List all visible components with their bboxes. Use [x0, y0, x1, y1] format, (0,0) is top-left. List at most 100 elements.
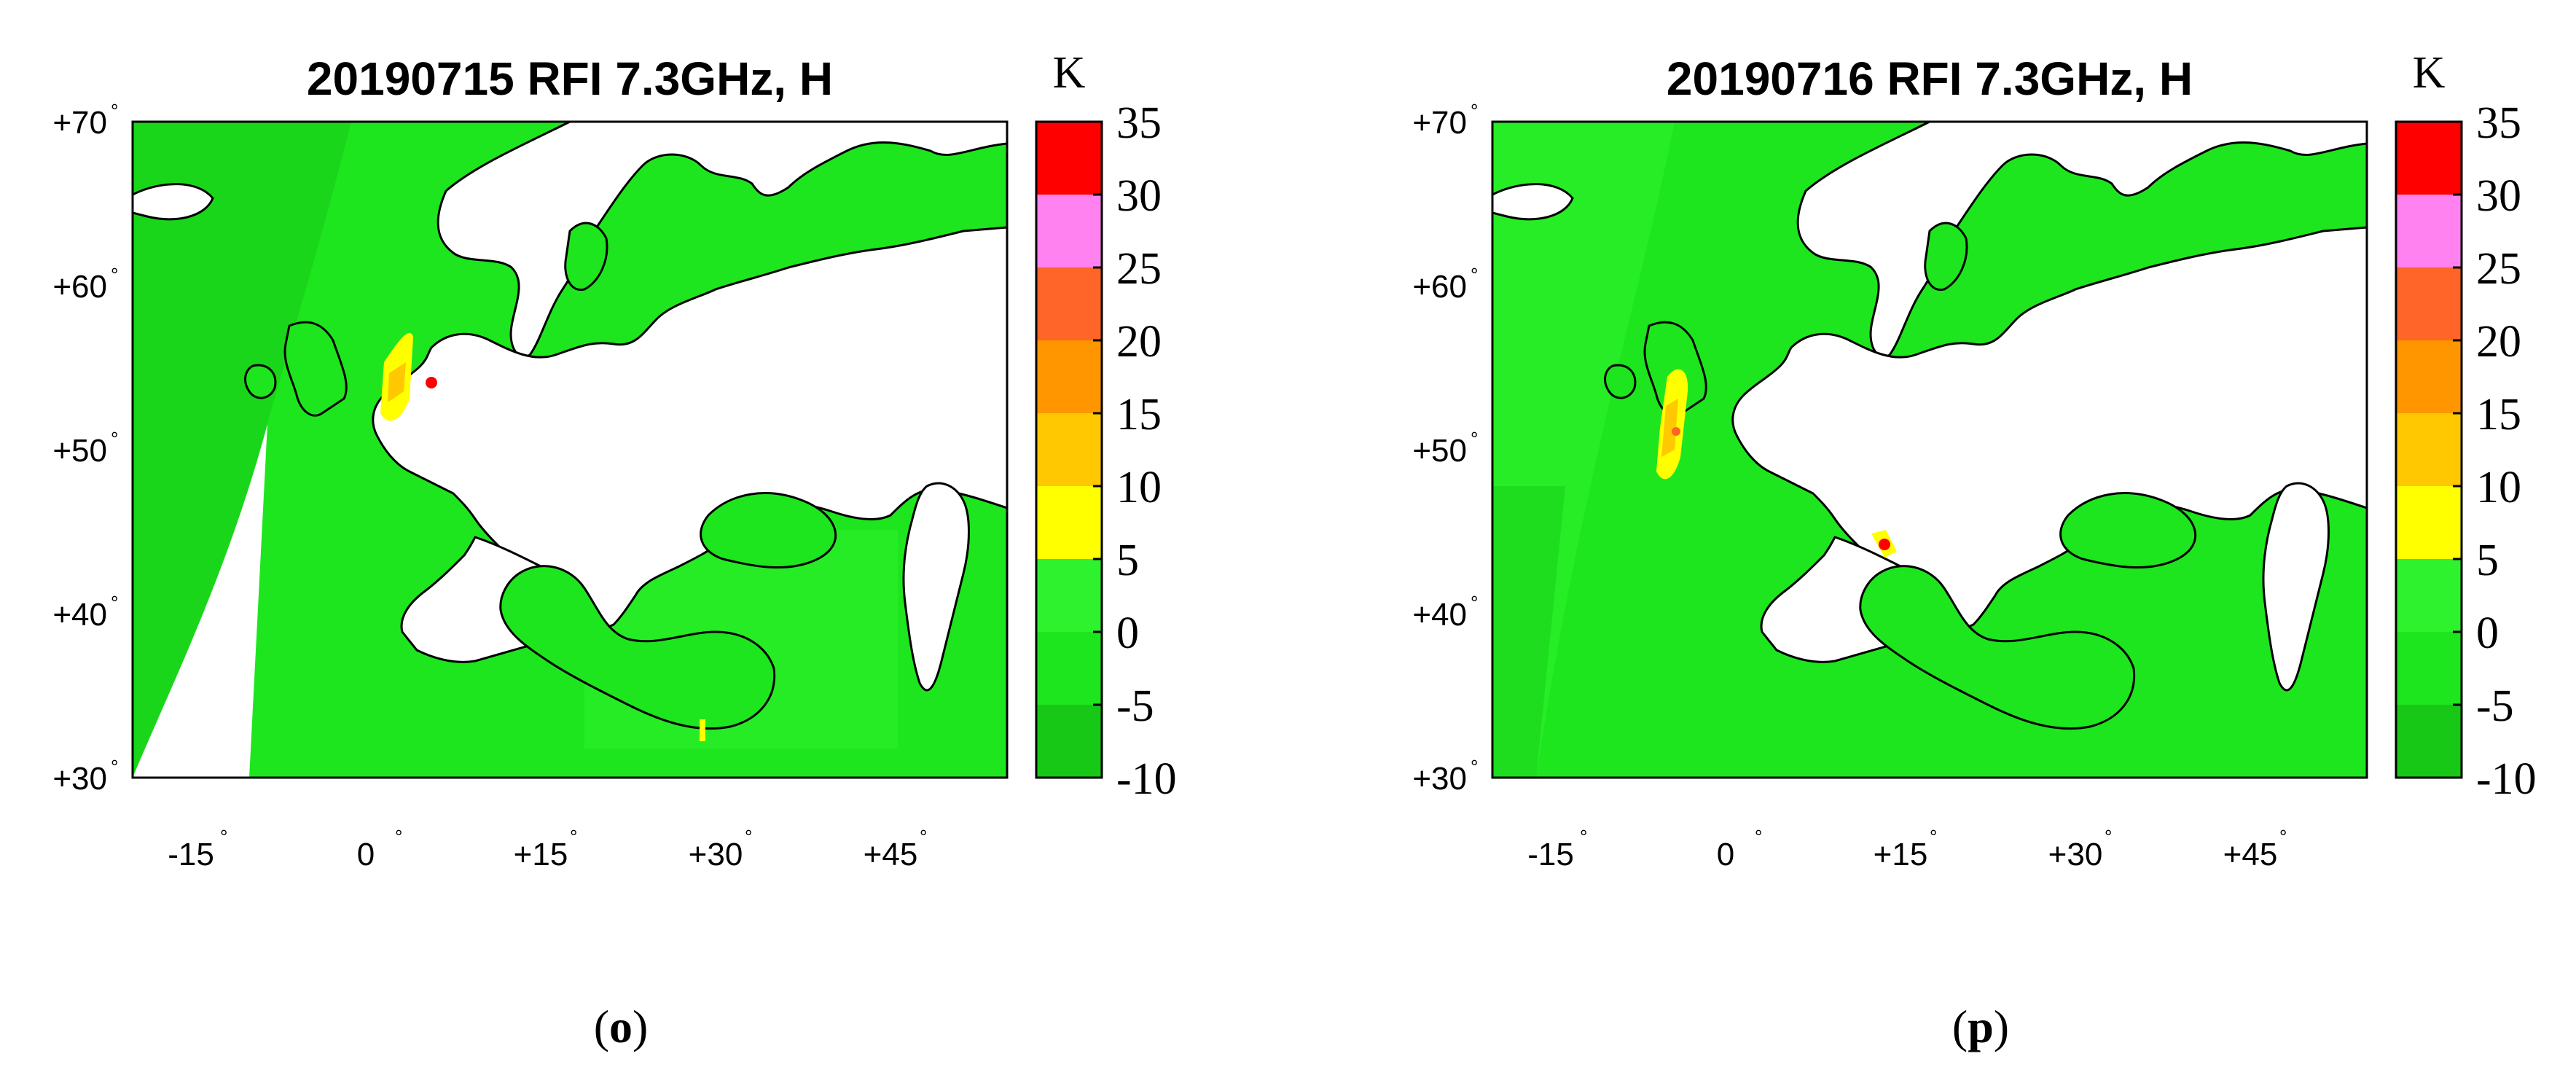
lon-tick-label: +30 — [2048, 837, 2103, 872]
colorbar-tick-label: -5 — [2476, 681, 2514, 731]
colorbar-unit: K — [2413, 48, 2446, 98]
colorbar-band — [2396, 705, 2462, 778]
colorbar-tick-label: 25 — [2476, 244, 2521, 294]
colorbar-band — [2396, 632, 2462, 705]
map-frame — [1491, 120, 2368, 779]
degree-symbol: ° — [111, 428, 118, 450]
lon-tick-label: +45 — [2223, 837, 2278, 872]
degree-symbol: ° — [1471, 592, 1478, 614]
colorbar-tick-label: 10 — [2476, 463, 2521, 512]
colorbar-frame — [2395, 120, 2463, 779]
degree-symbol: ° — [1755, 826, 1762, 848]
panel-title: 20190716 RFI 7.3GHz, H — [1667, 52, 2193, 105]
degree-symbol: ° — [111, 756, 118, 778]
colorbar-tick-label: 30 — [2476, 171, 2521, 221]
lon-tick-label: -15 — [168, 837, 214, 872]
colorbar-band — [1036, 340, 1102, 413]
degree-symbol: ° — [220, 826, 227, 848]
degree-symbol: ° — [745, 826, 752, 848]
colorbar-band — [1036, 486, 1102, 559]
colorbar-tick-label: 25 — [1116, 244, 1162, 294]
colorbar-unit: K — [1053, 48, 1086, 98]
degree-symbol: ° — [1930, 826, 1937, 848]
degree-symbol: ° — [1471, 756, 1478, 778]
degree-symbol: ° — [1471, 264, 1478, 286]
colorbar-band — [1036, 267, 1102, 340]
lat-tick-label: +60 — [1412, 269, 1467, 305]
degree-symbol: ° — [111, 100, 118, 122]
colorbar-tick-label: 30 — [1116, 171, 1162, 221]
colorbar-band — [2396, 486, 2462, 559]
iceland — [1491, 183, 1574, 221]
colorbar-band — [1036, 632, 1102, 705]
colorbar-tick-label: 10 — [1116, 463, 1162, 512]
colorbar-tick-label: 15 — [1116, 390, 1162, 439]
lat-tick-label: +50 — [1412, 433, 1467, 469]
colorbar-tick-label: -10 — [2476, 754, 2537, 804]
colorbar-tick-label: 0 — [1116, 609, 1139, 658]
degree-symbol: ° — [1580, 826, 1587, 848]
degree-symbol: ° — [111, 264, 118, 286]
hotspot-adriatic — [1871, 530, 1897, 558]
lon-tick-label: 0 — [1717, 837, 1734, 872]
colorbar-band — [2396, 122, 2462, 195]
degree-symbol: ° — [570, 826, 577, 848]
panel-o — [131, 120, 1009, 779]
colorbar-tick-label: 0 — [2476, 609, 2499, 658]
black-sea — [2059, 492, 2197, 569]
colorbar-band — [2396, 559, 2462, 632]
ocean-shade — [1492, 122, 1675, 778]
panel-caption: (o) — [594, 1001, 649, 1052]
panel-caption: (p) — [1952, 1001, 2009, 1052]
lat-tick-label: +30 — [52, 761, 107, 797]
colorbar-tick-label: 5 — [2476, 536, 2499, 585]
lat-tick-label: +70 — [1412, 105, 1467, 141]
british-isles — [244, 321, 348, 417]
panel-p — [1491, 120, 2368, 779]
colorbar-band — [1036, 195, 1102, 267]
map-frame — [131, 120, 1009, 779]
lon-tick-label: 0 — [357, 837, 375, 872]
colorbar-band — [1036, 413, 1102, 486]
lat-tick-label: +40 — [1412, 597, 1467, 633]
ocean-shade — [133, 122, 351, 778]
baltic — [564, 222, 608, 292]
colorbar-tick-label: 20 — [2476, 317, 2521, 367]
colorbar-band — [2396, 267, 2462, 340]
lon-tick-label: +15 — [514, 837, 568, 872]
colorbar-tick-label: -10 — [1116, 754, 1177, 804]
hotspot-channel — [1656, 369, 1688, 480]
colorbar-band — [2396, 340, 2462, 413]
degree-symbol: ° — [1471, 100, 1478, 122]
ocean-shade — [1492, 486, 1565, 778]
degree-symbol: ° — [2279, 826, 2287, 848]
panel-title: 20190715 RFI 7.3GHz, H — [307, 52, 833, 105]
colorbar-tick-label: 35 — [2476, 98, 2521, 148]
colorbar-tick-label: 20 — [1116, 317, 1162, 367]
colorbar-tick-label: -5 — [1116, 681, 1154, 731]
degree-symbol: ° — [920, 826, 927, 848]
lon-tick-label: -15 — [1527, 837, 1574, 872]
colorbar-band — [2396, 413, 2462, 486]
mediterranean — [499, 565, 776, 730]
colorbar-band — [1036, 559, 1102, 632]
lat-tick-label: +70 — [52, 105, 107, 141]
swath-gap — [133, 424, 267, 778]
colorbar-tick-label: 15 — [2476, 390, 2521, 439]
iceland — [131, 183, 214, 221]
hotspot-north-sea — [380, 332, 437, 421]
colorbar-tick-label: 35 — [1116, 98, 1162, 148]
degree-symbol: ° — [2105, 826, 2112, 848]
lat-tick-label: +50 — [52, 433, 107, 469]
lon-tick-label: +30 — [689, 837, 743, 872]
lon-tick-label: +15 — [1874, 837, 1928, 872]
mediterranean — [1859, 565, 2136, 730]
colorbar-band — [1036, 705, 1102, 778]
lat-tick-label: +40 — [52, 597, 107, 633]
lat-tick-label: +30 — [1412, 761, 1467, 797]
lat-tick-label: +60 — [52, 269, 107, 305]
generated-layer: 20190715 RFI 7.3GHz, H+70 °+60 °+50 °+40 °+3… — [52, 48, 2536, 1052]
degree-symbol: ° — [395, 826, 402, 848]
degree-symbol: ° — [1471, 428, 1478, 450]
